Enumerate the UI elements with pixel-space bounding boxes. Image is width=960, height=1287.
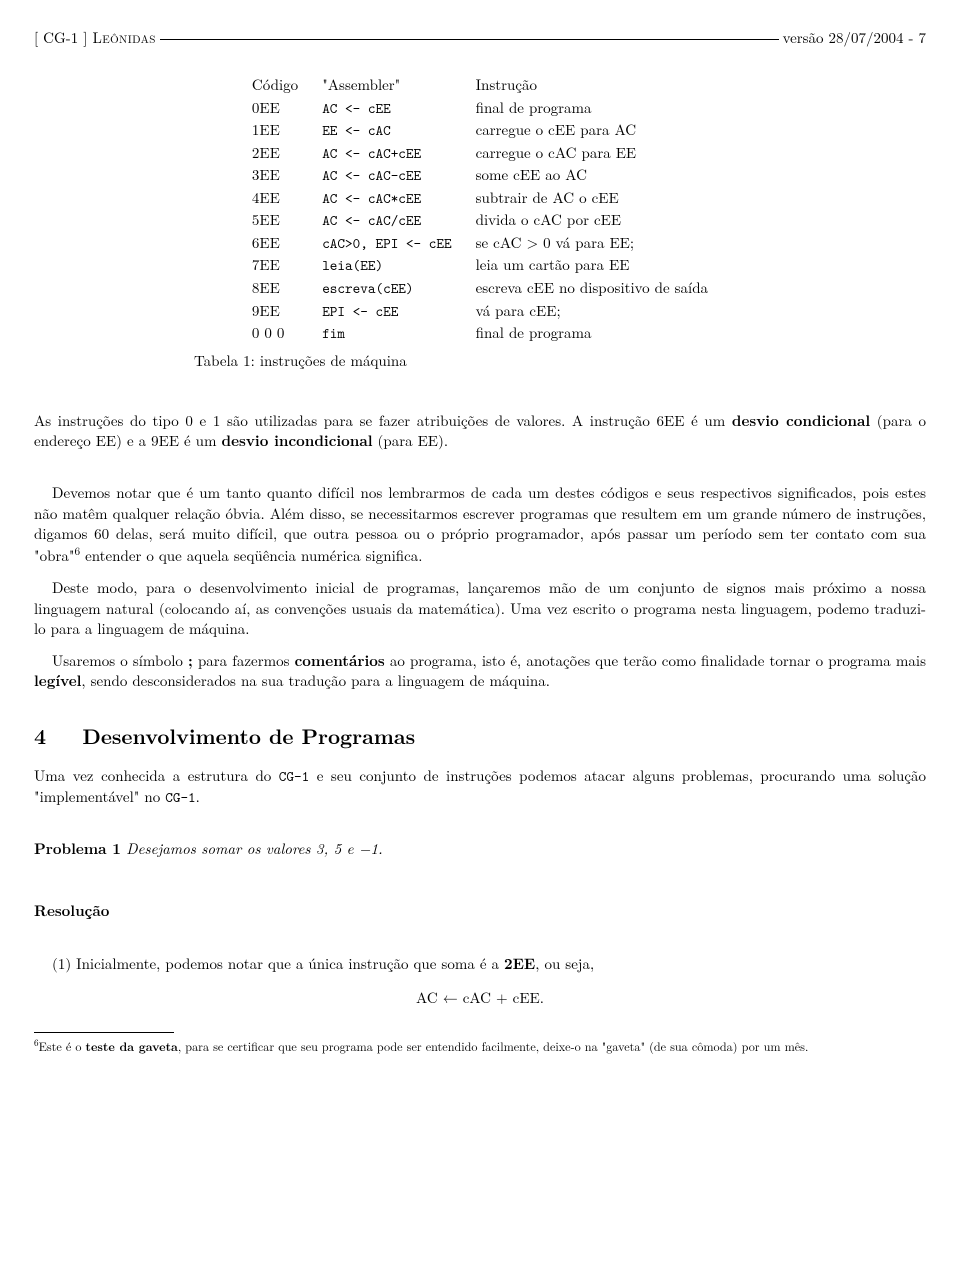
cell-assembler: fim: [310, 322, 463, 345]
section-title: Desenvolvimento de Programas: [82, 721, 415, 751]
cell-code: 3EE: [240, 164, 310, 187]
cell-assembler: escreva(cEE): [310, 277, 463, 300]
paragraph-1: As instruções do tipo 0 e 1 são utilizad…: [34, 411, 926, 452]
p4-legivel: legível: [34, 670, 81, 691]
cell-assembler: AC <- cAC*cEE: [310, 187, 463, 210]
section-number: 4: [34, 721, 46, 751]
instruction-table: Código "Assembler" Instrução 0EEAC <- cE…: [240, 74, 720, 344]
p4-e: ao programa, isto é, anotações que terão…: [385, 650, 926, 671]
cell-desc: final de programa: [464, 322, 720, 345]
p5-a: Uma vez conhecida a estrutura do: [34, 765, 279, 786]
formula-ac: AC ← cAC + cEE.: [34, 988, 926, 1008]
cell-desc: final de programa: [464, 97, 720, 120]
table-row: 9EEEPI <- cEEvá para cEE;: [240, 300, 720, 323]
cell-assembler: EE <- cAC: [310, 119, 463, 142]
cell-code: 7EE: [240, 254, 310, 277]
p1-text-a: As instruções do tipo 0 e 1 são utilizad…: [34, 410, 732, 431]
cell-assembler: AC <- cAC-cEE: [310, 164, 463, 187]
paragraph-5: Uma vez conhecida a estrutura do CG-1 e …: [34, 766, 926, 807]
resolucao-label: Resolução: [34, 900, 109, 921]
problema-text: Desejamos somar os valores 3, 5 e −1.: [121, 838, 383, 859]
cell-desc: divida o cAC por cEE: [464, 209, 720, 232]
cell-desc: subtrair de AC o cEE: [464, 187, 720, 210]
cell-desc: some cEE ao AC: [464, 164, 720, 187]
p2-text-b: entender o que aquela seqüência numérica…: [80, 545, 422, 566]
resolucao-heading: Resolução: [34, 901, 926, 921]
cell-desc: escreva cEE no dispositivo de saída: [464, 277, 720, 300]
page-header: [ CG-1 ] Leônidas versão 28/07/2004 - 7: [34, 28, 926, 48]
p5-cg1-a: CG-1: [279, 766, 309, 786]
table-header-row: Código "Assembler" Instrução: [240, 74, 720, 96]
cell-assembler: AC <- cEE: [310, 97, 463, 120]
cell-assembler: leia(EE): [310, 254, 463, 277]
paragraph-3: Deste modo, para o desenvolvimento inici…: [34, 578, 926, 639]
cell-desc: carregue o cAC para EE: [464, 142, 720, 165]
cell-code: 4EE: [240, 187, 310, 210]
cell-assembler: AC <- cAC+cEE: [310, 142, 463, 165]
cell-assembler: cAC>0, EPI <- cEE: [310, 232, 463, 255]
cell-desc: leia um cartão para EE: [464, 254, 720, 277]
p1-text-e: (para EE).: [373, 430, 448, 451]
p4-g: , sendo desconsiderados na sua tradução …: [81, 670, 549, 691]
cell-desc: se cAC > 0 vá para EE;: [464, 232, 720, 255]
table-row: 0 0 0fimfinal de programa: [240, 322, 720, 345]
col-assembler: "Assembler": [310, 74, 463, 96]
col-codigo: Código: [240, 74, 310, 96]
problema-1: Problema 1 Desejamos somar os valores 3,…: [34, 839, 926, 859]
table-row: 5EEAC <- cAC/cEEdivida o cAC por cEE: [240, 209, 720, 232]
cell-code: 2EE: [240, 142, 310, 165]
footnote-6: 6Este é o teste da gaveta, para se certi…: [34, 1037, 926, 1055]
header-author: Leônidas: [92, 27, 155, 48]
header-left: [ CG-1 ] Leônidas: [34, 28, 160, 48]
table-caption: Tabela 1: instruções de máquina: [194, 351, 926, 371]
fn-a: Este é o: [39, 1037, 86, 1055]
cell-desc: carregue o cEE para AC: [464, 119, 720, 142]
header-right: versão 28/07/2004 - 7: [779, 28, 926, 48]
col-instrucao: Instrução: [464, 74, 720, 96]
table-row: 6EEcAC>0, EPI <- cEEse cAC > 0 vá para E…: [240, 232, 720, 255]
table-row: 0EEAC <- cEEfinal de programa: [240, 97, 720, 120]
fn-c: , para se certificar que seu programa po…: [178, 1037, 809, 1055]
footnote-rule: [34, 1032, 174, 1033]
step1-2ee: 2EE: [504, 953, 535, 974]
table-row: 3EEAC <- cAC-cEEsome cEE ao AC: [240, 164, 720, 187]
section-heading: 4 Desenvolvimento de Programas: [34, 722, 926, 750]
cell-code: 0EE: [240, 97, 310, 120]
p5-e: .: [196, 786, 200, 807]
cell-code: 9EE: [240, 300, 310, 323]
p4-a: Usaremos o símbolo: [52, 650, 188, 671]
paragraph-2: Devemos notar que é um tanto quanto difí…: [34, 483, 926, 566]
cell-assembler: AC <- cAC/cEE: [310, 209, 463, 232]
cell-code: 5EE: [240, 209, 310, 232]
paragraph-4: Usaremos o símbolo ; para fazermos comen…: [34, 651, 926, 692]
step1-a: (1) Inicialmente, podemos notar que a ún…: [52, 953, 504, 974]
header-rule-line: [160, 39, 779, 40]
p5-cg1-b: CG-1: [165, 787, 195, 807]
step1-c: , ou seja,: [535, 953, 594, 974]
p1-bold-1: desvio condicional: [732, 410, 870, 431]
step-1: (1) Inicialmente, podemos notar que a ún…: [34, 954, 926, 974]
table-row: 4EEAC <- cAC*cEEsubtrair de AC o cEE: [240, 187, 720, 210]
cell-code: 1EE: [240, 119, 310, 142]
p4-comentarios: comentários: [295, 650, 385, 671]
p4-c: para fazermos: [193, 650, 295, 671]
fn-teste-gaveta: teste da gaveta: [86, 1037, 178, 1055]
table-row: 8EEescreva(cEE)escreva cEE no dispositiv…: [240, 277, 720, 300]
problema-label: Problema 1: [34, 838, 121, 859]
cell-code: 6EE: [240, 232, 310, 255]
p1-bold-2: desvio incondicional: [222, 430, 373, 451]
table-row: 2EEAC <- cAC+cEEcarregue o cAC para EE: [240, 142, 720, 165]
cell-code: 0 0 0: [240, 322, 310, 345]
table-row: 1EEEE <- cACcarregue o cEE para AC: [240, 119, 720, 142]
cell-assembler: EPI <- cEE: [310, 300, 463, 323]
cell-code: 8EE: [240, 277, 310, 300]
table-row: 7EEleia(EE)leia um cartão para EE: [240, 254, 720, 277]
cell-desc: vá para cEE;: [464, 300, 720, 323]
